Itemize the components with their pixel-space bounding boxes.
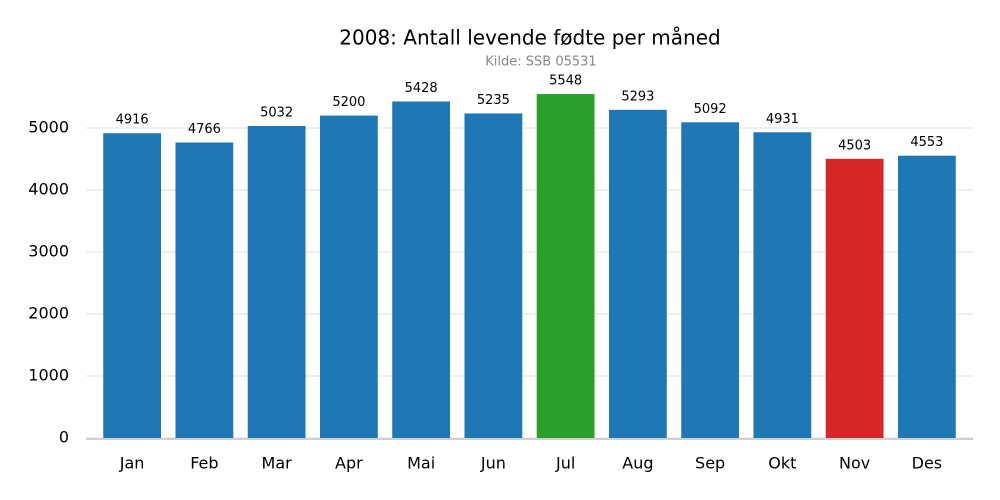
y-tick-label: 4000 bbox=[28, 180, 69, 199]
bar bbox=[464, 113, 523, 439]
bar bbox=[608, 109, 667, 439]
y-tick-label: 0 bbox=[59, 428, 69, 447]
value-label: 4553 bbox=[910, 135, 943, 150]
chart-title: 2008: Antall levende fødte per måned bbox=[339, 26, 720, 50]
value-label: 5235 bbox=[477, 93, 510, 108]
bar bbox=[103, 133, 162, 438]
bar bbox=[319, 115, 378, 438]
x-tick-label: Apr bbox=[335, 454, 363, 473]
x-tick-label: Sep bbox=[695, 454, 725, 473]
y-tick-label: 2000 bbox=[28, 304, 69, 323]
bar bbox=[392, 101, 451, 439]
value-label: 5200 bbox=[332, 95, 365, 110]
x-tick-label: Jan bbox=[119, 454, 145, 473]
y-tick-label: 1000 bbox=[28, 366, 69, 385]
value-label: 4931 bbox=[766, 112, 799, 127]
x-tick-label: Aug bbox=[622, 454, 653, 473]
x-tick-label: Mar bbox=[262, 454, 293, 473]
value-label: 5032 bbox=[260, 106, 293, 121]
chart-subtitle: Kilde: SSB 05531 bbox=[485, 55, 596, 70]
value-label: 4503 bbox=[838, 138, 871, 153]
x-tick-label: Nov bbox=[839, 454, 870, 473]
bar bbox=[681, 122, 740, 439]
bar bbox=[897, 155, 956, 439]
y-tick-label: 5000 bbox=[28, 118, 69, 137]
bar bbox=[536, 94, 595, 439]
x-tick-label: Mai bbox=[407, 454, 435, 473]
bar bbox=[825, 158, 884, 438]
bar bbox=[247, 126, 306, 439]
value-label: 5092 bbox=[694, 102, 727, 117]
bar bbox=[753, 132, 812, 438]
x-tick-label: Feb bbox=[190, 454, 218, 473]
value-label: 5548 bbox=[549, 74, 582, 89]
value-label: 4766 bbox=[188, 122, 221, 137]
x-tick-label: Jul bbox=[555, 454, 575, 473]
x-tick-label: Okt bbox=[768, 454, 796, 473]
x-tick-label: Jun bbox=[480, 454, 506, 473]
value-label: 5428 bbox=[405, 81, 438, 96]
y-tick-label: 3000 bbox=[28, 242, 69, 261]
bar bbox=[175, 142, 234, 438]
value-label: 5293 bbox=[621, 89, 654, 104]
x-tick-label: Des bbox=[912, 454, 943, 473]
value-label: 4916 bbox=[116, 113, 149, 128]
